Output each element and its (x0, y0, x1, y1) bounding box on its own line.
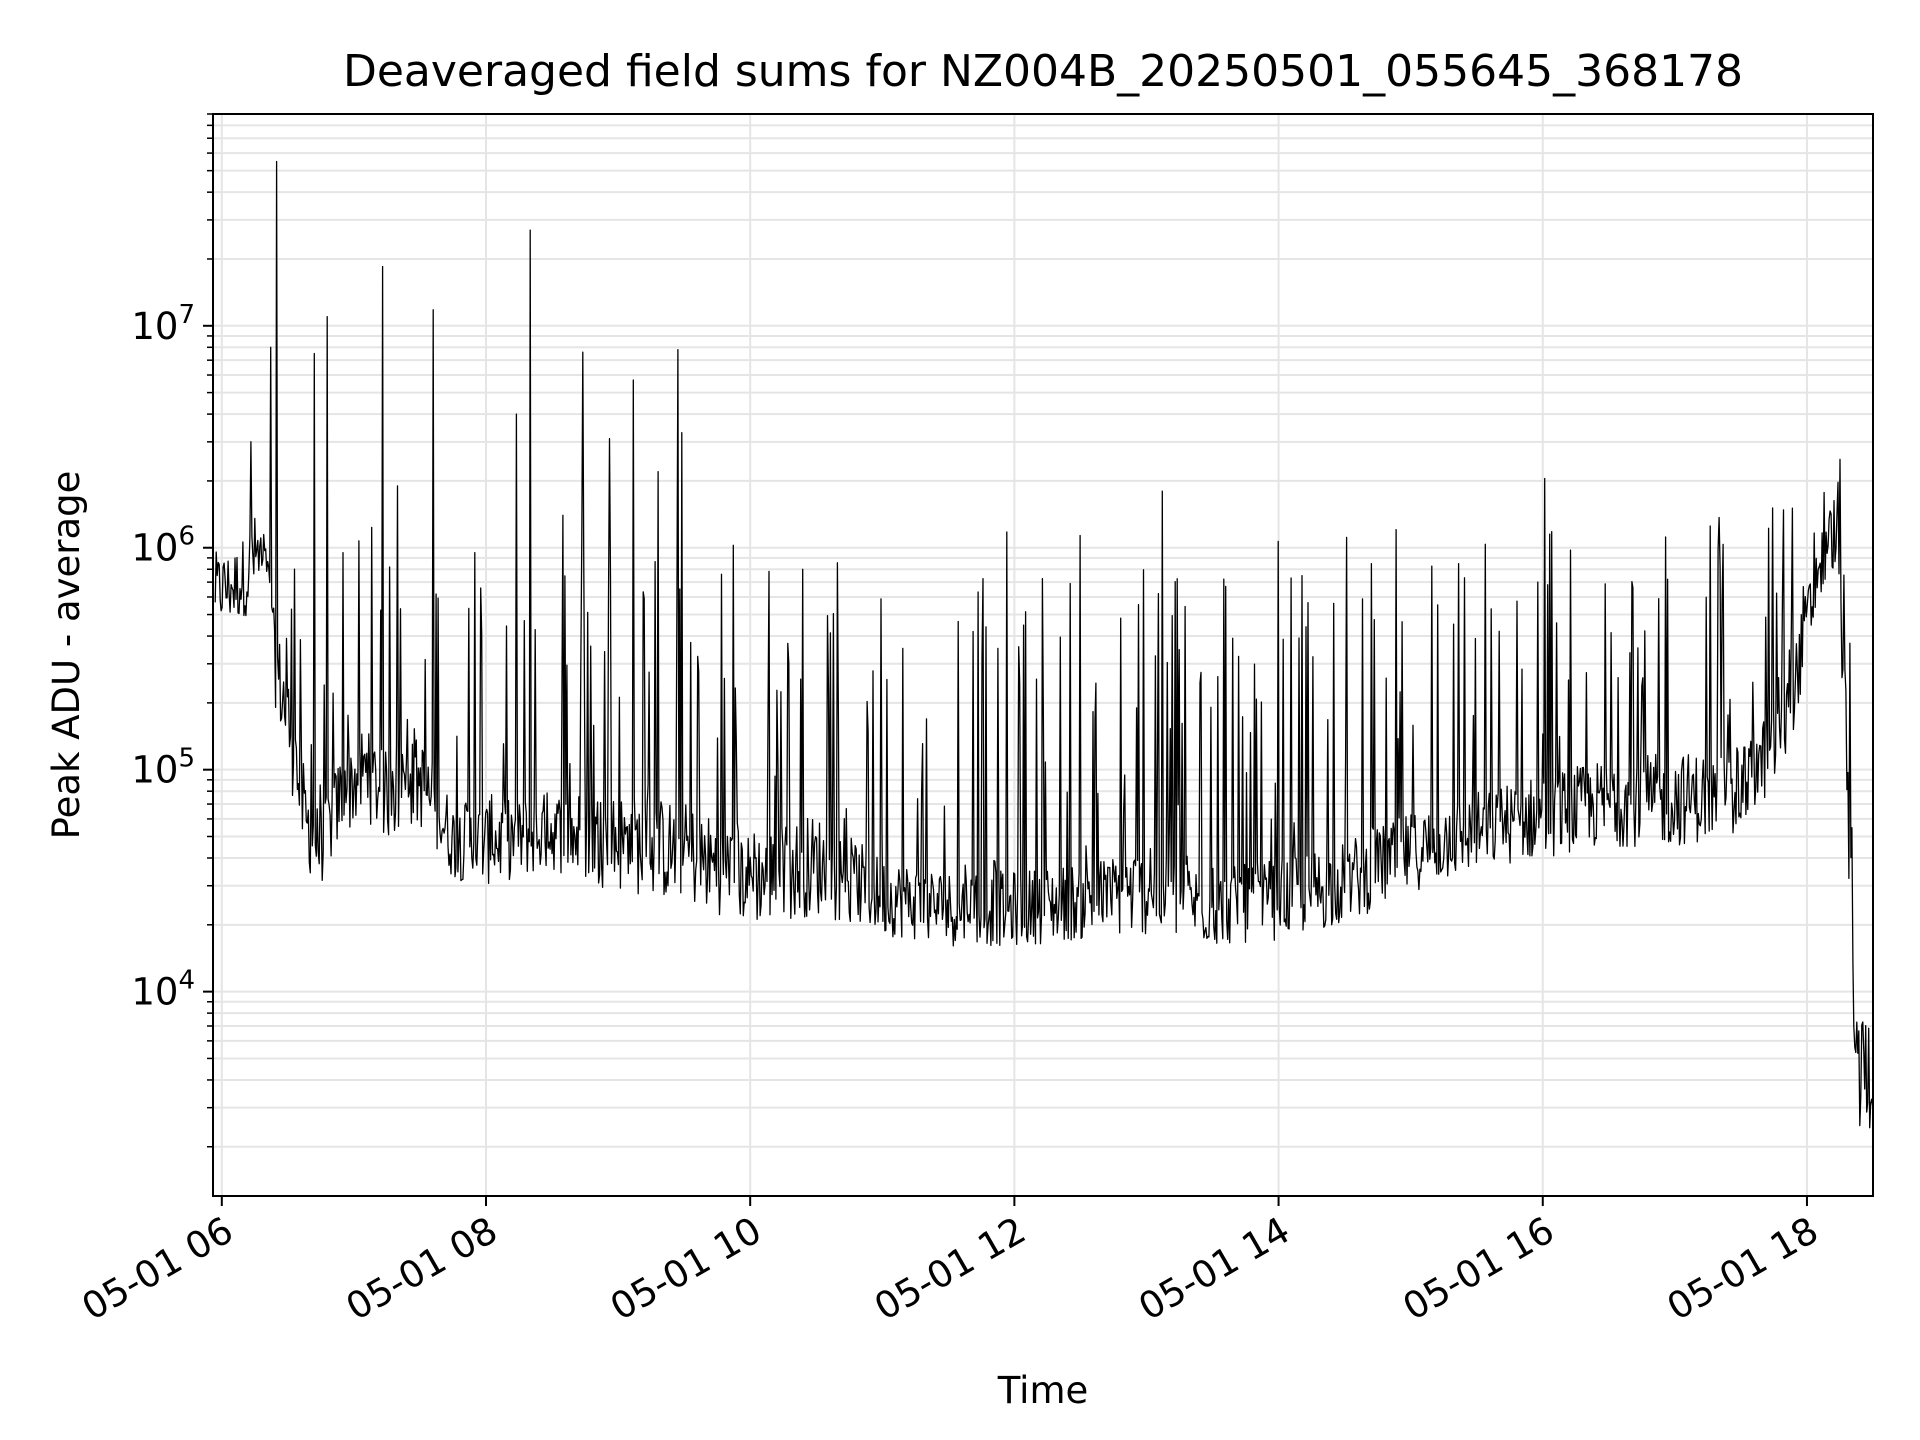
series-line (214, 160, 1874, 1129)
y-tick-label: 106 (131, 522, 195, 570)
series-layer (214, 160, 1874, 1129)
y-axis: 104 105 106 107 (131, 113, 213, 1148)
plot-frame (212, 113, 1874, 1197)
chart-title: Deaveraged field sums for NZ004B_2025050… (343, 46, 1743, 97)
y-axis-label: Peak ADU - average (45, 471, 88, 840)
y-tick-label: 107 (131, 300, 195, 348)
y-tick-label: 104 (131, 966, 195, 1014)
y-tick-label: 105 (131, 744, 195, 792)
x-axis-label: Time (997, 1369, 1089, 1412)
